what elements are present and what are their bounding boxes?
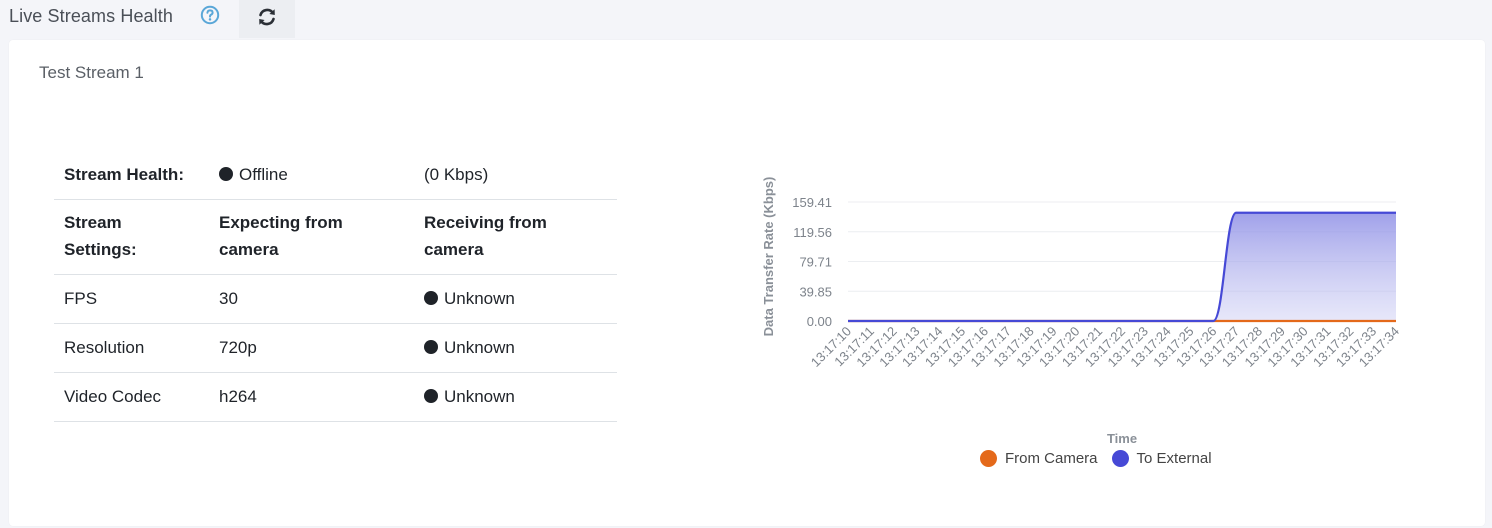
y-tick-label: 0.00 bbox=[807, 314, 832, 329]
setting-received-text: Unknown bbox=[444, 288, 515, 308]
refresh-icon bbox=[256, 6, 278, 33]
y-tick-label: 119.56 bbox=[793, 225, 832, 240]
legend-dot-icon bbox=[980, 450, 997, 467]
y-tick-label: 39.85 bbox=[799, 284, 832, 299]
page-title: Live Streams Health bbox=[9, 6, 173, 26]
setting-name: Resolution bbox=[54, 323, 209, 373]
table-row: Stream Health: Offline (0 Kbps) bbox=[54, 150, 617, 200]
table-row: Resolution 720p Unknown bbox=[54, 323, 617, 373]
setting-received-text: Unknown bbox=[444, 386, 515, 406]
status-dot-icon bbox=[424, 339, 438, 354]
stream-name: Test Stream 1 bbox=[39, 63, 144, 82]
table-row: Video Codec h264 Unknown bbox=[54, 372, 617, 422]
setting-received: Unknown bbox=[414, 372, 617, 422]
setting-received-text: Unknown bbox=[444, 337, 515, 357]
y-axis-title: Data Transfer Rate (Kbps) bbox=[761, 177, 776, 337]
chart-legend: From Camera To External bbox=[980, 450, 1226, 467]
legend-item-from-camera[interactable]: From Camera bbox=[980, 450, 1098, 467]
stream-health-label: Stream Health: bbox=[54, 150, 209, 200]
legend-dot-icon bbox=[1111, 450, 1129, 467]
legend-item-to-external[interactable]: To External bbox=[1111, 450, 1212, 467]
setting-expected: h264 bbox=[209, 372, 414, 422]
receiving-header: Receiving from camera bbox=[414, 199, 617, 275]
expecting-header: Expecting from camera bbox=[209, 199, 414, 275]
setting-expected: 30 bbox=[209, 274, 414, 324]
table-row: Stream Settings: Expecting from camera R… bbox=[54, 199, 617, 275]
status-dot-icon bbox=[219, 167, 233, 181]
stream-health-table: Stream Health: Offline (0 Kbps) Stream S… bbox=[54, 150, 617, 422]
stream-health-rate: (0 Kbps) bbox=[414, 150, 617, 200]
series-area-1 bbox=[848, 212, 1396, 321]
setting-received: Unknown bbox=[414, 274, 617, 324]
status-dot-icon bbox=[424, 388, 438, 403]
top-bar: Live Streams Health bbox=[0, 0, 1492, 38]
question-circle-icon[interactable] bbox=[200, 5, 220, 25]
y-tick-label: 79.71 bbox=[799, 255, 832, 270]
refresh-button[interactable] bbox=[239, 0, 295, 38]
stream-health-status-text: Offline bbox=[239, 165, 288, 184]
legend-label: To External bbox=[1136, 450, 1212, 467]
legend-label: From Camera bbox=[1005, 450, 1098, 467]
y-tick-label: 159.41 bbox=[792, 195, 832, 210]
data-transfer-chart: 0.0039.8579.71119.56159.4113:17:1013:17:… bbox=[761, 177, 1402, 446]
status-dot-icon bbox=[424, 290, 438, 305]
table-row: FPS 30 Unknown bbox=[54, 274, 617, 324]
setting-name: FPS bbox=[54, 274, 209, 324]
x-axis-title: Time bbox=[1107, 431, 1137, 446]
setting-name: Video Codec bbox=[54, 372, 209, 422]
setting-received: Unknown bbox=[414, 323, 617, 373]
series-line-1 bbox=[848, 211, 1396, 323]
stream-health-status: Offline bbox=[209, 150, 414, 200]
setting-expected: 720p bbox=[209, 323, 414, 373]
stream-settings-label: Stream Settings: bbox=[54, 199, 209, 275]
stream-card: Test Stream 1 Stream Health: Offline (0 … bbox=[9, 40, 1485, 526]
